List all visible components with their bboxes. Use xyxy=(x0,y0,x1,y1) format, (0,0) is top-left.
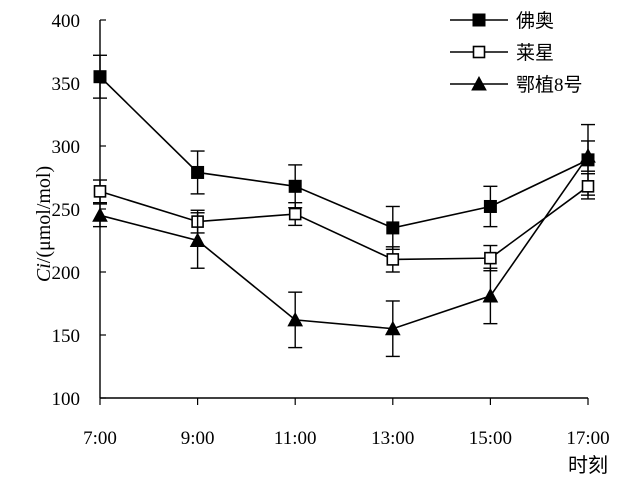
marker-open-square xyxy=(386,253,400,266)
x-axis-title: 时刻 xyxy=(568,454,608,477)
y-tick-label: 100 xyxy=(52,389,81,410)
marker-open-square xyxy=(472,45,486,59)
marker-open-square xyxy=(484,251,497,265)
legend-item-1: 佛奥 xyxy=(450,10,554,32)
marker-filled-triangle xyxy=(471,75,487,91)
series-line xyxy=(99,185,589,261)
legend-label: 佛奥 xyxy=(516,10,554,32)
marker-open-square xyxy=(288,207,302,221)
legend-item-2: 莱星 xyxy=(450,42,554,64)
y-axis-title-unit: /(μmol/mol) xyxy=(33,166,55,263)
marker-open-square xyxy=(93,185,107,198)
series-3 xyxy=(92,140,596,358)
series-line xyxy=(99,155,589,330)
series-line xyxy=(99,76,589,229)
y-axis-title: Ci/(μmol/mol) xyxy=(33,166,55,282)
y-tick-label: 200 xyxy=(52,263,81,284)
x-tick-label: 11:00 xyxy=(274,428,317,449)
marker-filled-square xyxy=(386,221,400,235)
legend-label: 鄂植8号 xyxy=(516,74,583,96)
marker-filled-square xyxy=(483,199,497,213)
y-tick-label: 400 xyxy=(52,11,81,32)
series-1 xyxy=(93,54,595,251)
marker-filled-triangle xyxy=(92,207,108,222)
x-tick-label: 17:00 xyxy=(566,428,609,449)
marker-filled-square xyxy=(93,70,107,84)
marker-filled-triangle xyxy=(384,320,401,336)
legend-label: 莱星 xyxy=(516,42,554,64)
series-layer xyxy=(92,54,596,358)
x-tick-label: 7:00 xyxy=(83,428,117,449)
marker-filled-triangle xyxy=(189,232,206,247)
marker-filled-square xyxy=(472,13,486,27)
marker-filled-square xyxy=(288,179,302,193)
series-2 xyxy=(93,173,595,273)
y-tick-label: 300 xyxy=(52,137,81,158)
y-tick-label: 250 xyxy=(52,200,81,221)
x-tick-label: 13:00 xyxy=(371,428,414,449)
marker-filled-triangle xyxy=(287,311,304,327)
legend-item-3: 鄂植8号 xyxy=(450,74,583,96)
x-tick-label: 15:00 xyxy=(469,428,512,449)
y-axis-title-italic: Ci xyxy=(33,263,55,282)
marker-filled-triangle xyxy=(482,287,499,303)
y-tick-label: 350 xyxy=(52,74,81,95)
y-tick-label: 150 xyxy=(52,326,81,347)
marker-filled-square xyxy=(191,165,205,179)
marker-filled-triangle xyxy=(580,148,596,163)
x-tick-label: 9:00 xyxy=(181,428,215,449)
marker-open-square xyxy=(581,180,595,193)
axes: 100 150 200 250 300 350 400 7:00 9:00 11:00 13:00 1… xyxy=(52,11,610,449)
